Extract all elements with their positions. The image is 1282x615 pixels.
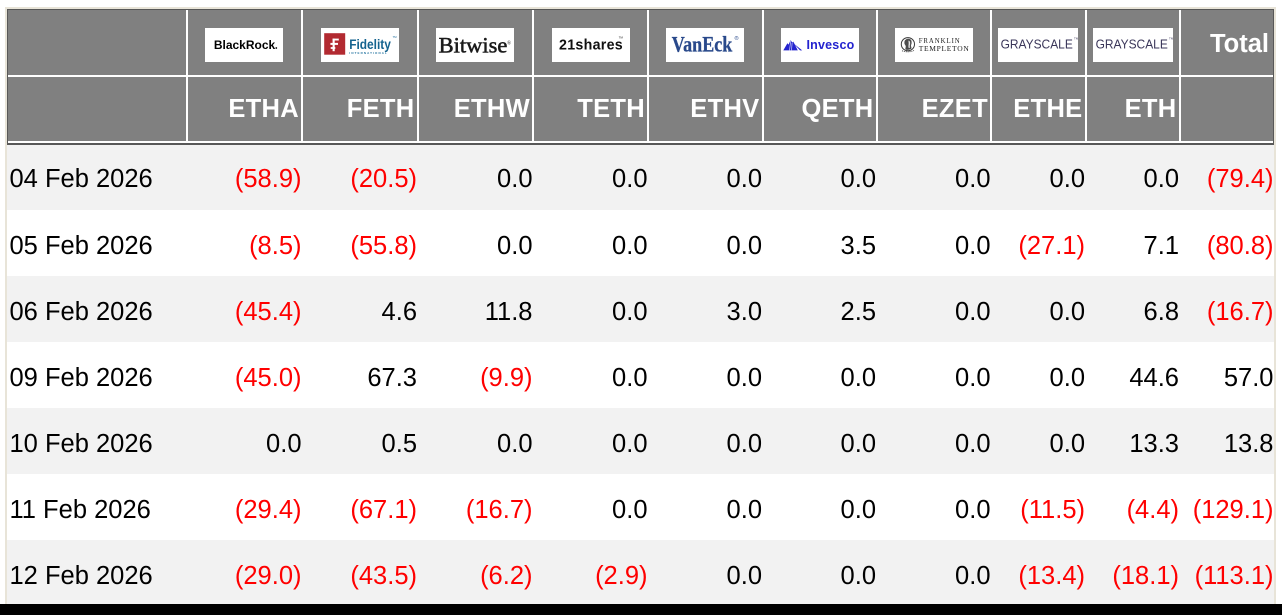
svg-text:INTERNATIONAL: INTERNATIONAL (349, 51, 388, 55)
svg-text:TM: TM (618, 36, 623, 40)
svg-text:FRANKLIN: FRANKLIN (918, 38, 960, 45)
svg-text:Invesco: Invesco (806, 38, 854, 52)
svg-text:VanEck: VanEck (672, 33, 733, 57)
svg-text:GRAYSCALE: GRAYSCALE (1001, 37, 1073, 52)
svg-text:TEMPLETON: TEMPLETON (918, 44, 969, 53)
svg-text:Bitwise: Bitwise (439, 33, 508, 58)
svg-text:Fidelity: Fidelity (349, 36, 391, 52)
svg-text:®: ® (507, 39, 511, 46)
svg-text:®: ® (735, 35, 739, 42)
svg-text:BlackRock: BlackRock (214, 38, 276, 52)
svg-text:TM: TM (392, 35, 397, 39)
svg-text:21shares: 21shares (559, 37, 623, 53)
svg-text:TM: TM (1074, 37, 1078, 41)
svg-text:TM: TM (1169, 37, 1173, 41)
svg-text:GRAYSCALE: GRAYSCALE (1095, 37, 1167, 52)
